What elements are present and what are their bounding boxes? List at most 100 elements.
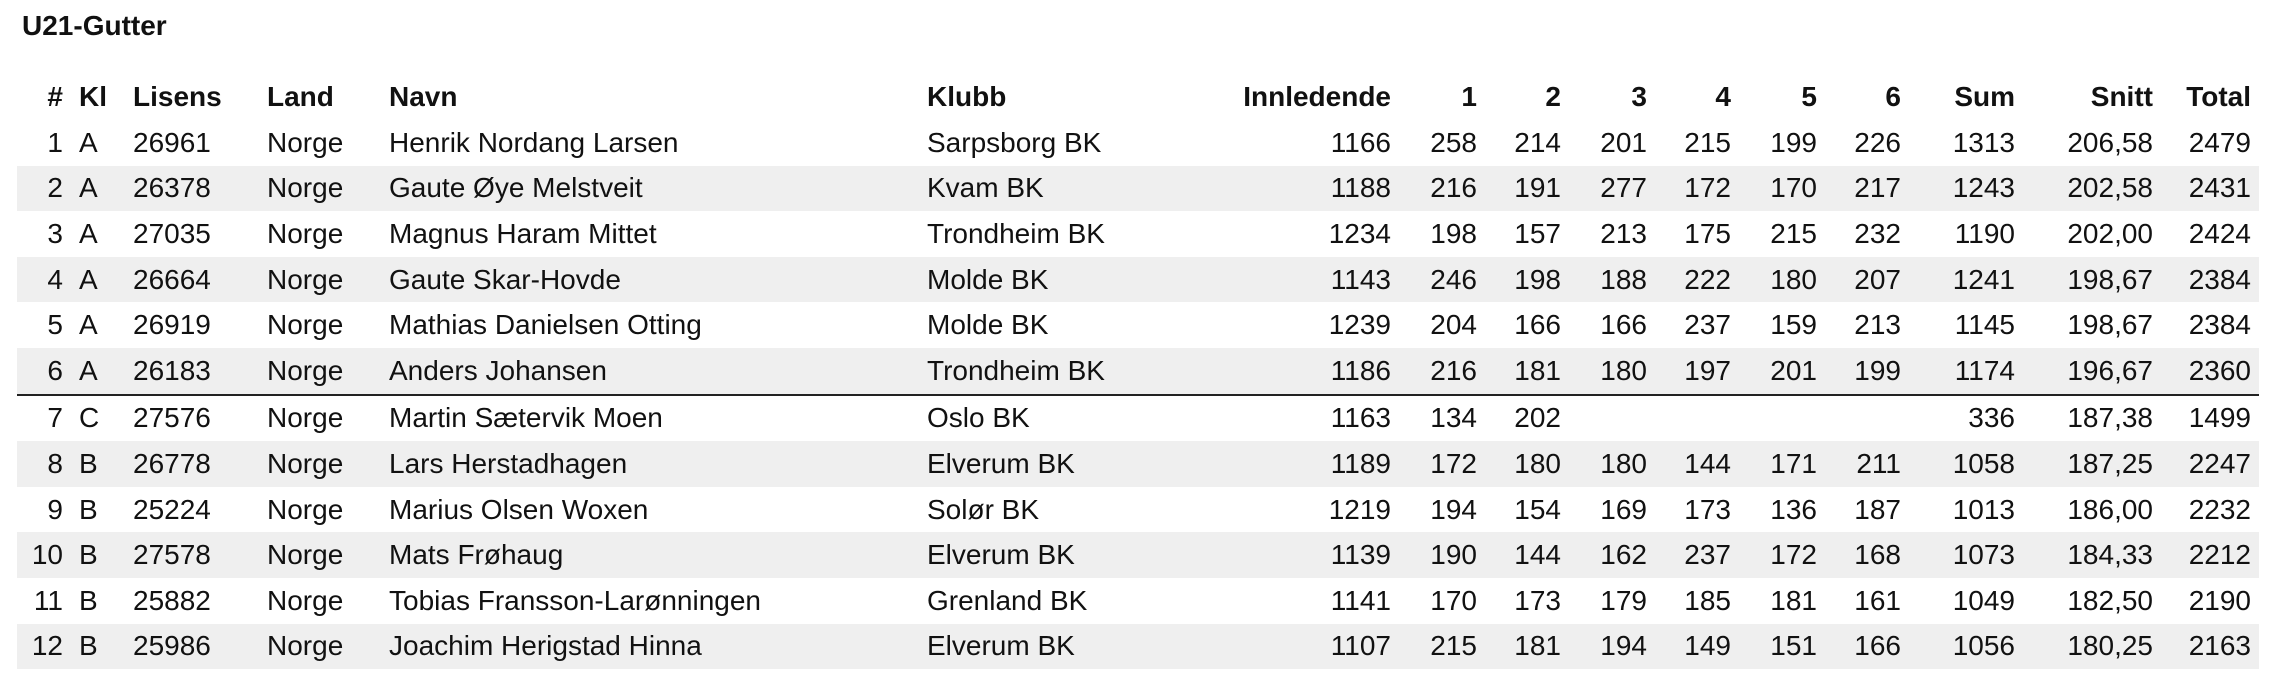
column-header-name: Navn [389, 81, 458, 112]
cell-class: C [71, 393, 125, 442]
cell-name: Gaute Skar-Hovde [381, 256, 919, 303]
cell-license: 27035 [133, 217, 211, 249]
cell-qualifying: 1188 [1183, 165, 1399, 212]
cell-country: Norge [267, 584, 344, 616]
cell-average: 202,00 [2067, 217, 2153, 249]
cell-rank: 10 [17, 532, 71, 578]
cell-game-1: 190 [1399, 532, 1485, 578]
cell-game-1: 198 [1430, 217, 1477, 249]
cell-game-2: 173 [1514, 584, 1561, 616]
cell-class: A [71, 256, 125, 303]
cell-game-6: 187 [1854, 493, 1901, 525]
cell-license: 26919 [133, 309, 211, 341]
cell-rank: 5 [47, 309, 63, 341]
cell-game-1: 194 [1430, 493, 1477, 525]
cell-name: Gaute Øye Melstveit [381, 165, 919, 212]
cell-qualifying: 1107 [1183, 623, 1399, 670]
table-row: 1 A 26961 Norge Henrik Nordang Larsen Sarpsbo… [17, 120, 2259, 166]
cell-club: Elverum BK [919, 623, 1183, 670]
cell-game-6: 213 [1854, 309, 1901, 341]
table-row: 10 B 27578 Norge Mats Frøhaug Elverum BK 1139 1… [17, 532, 2259, 578]
cell-game-3: 169 [1600, 493, 1647, 525]
cell-game-4: 144 [1655, 441, 1739, 487]
cell-total: 2163 [2161, 623, 2259, 670]
table-row: 9 B 25224 Norge Marius Olsen Woxen Solør BK 12… [17, 487, 2259, 533]
cell-qualifying: 1141 [1330, 584, 1391, 616]
cell-class: B [71, 441, 125, 487]
cell-game-5 [1739, 393, 1825, 442]
cell-total: 2212 [2161, 532, 2259, 578]
cell-game-5: 199 [1770, 126, 1817, 158]
cell-average: 187,25 [2023, 441, 2161, 487]
cell-rank: 6 [17, 347, 71, 395]
cell-total: 2384 [2161, 256, 2259, 303]
page-title: U21-Gutter [22, 10, 167, 41]
cell-country: Norge [259, 623, 381, 670]
cell-game-5: 159 [1770, 309, 1817, 341]
cell-game-3: 213 [1600, 217, 1647, 249]
cell-country: Norge [267, 126, 344, 158]
cell-name: Mats Frøhaug [381, 532, 919, 578]
cell-rank: 1 [47, 126, 63, 158]
cell-club: Elverum BK [919, 441, 1183, 487]
table-header-row: # Kl Lisens Land Navn Klubb Innledende 1 2 3 4 5 6 Su… [17, 74, 2259, 120]
cell-average: 180,25 [2023, 623, 2161, 670]
cell-game-2: 166 [1514, 309, 1561, 341]
cell-club: Trondheim BK [919, 347, 1183, 395]
cell-game-4: 237 [1684, 309, 1731, 341]
table-row: 5 A 26919 Norge Mathias Danielsen Otting Mold… [17, 302, 2259, 348]
cell-average: 186,00 [2067, 493, 2153, 525]
cell-game-6: 207 [1825, 256, 1909, 303]
cell-game-5: 151 [1739, 623, 1825, 670]
cell-game-2: 202 [1485, 393, 1569, 442]
table-body: 1 A 26961 Norge Henrik Nordang Larsen Sarpsbo… [17, 120, 2259, 670]
table-row: 7 C 27576 Norge Martin Sætervik Moen Oslo BK 1… [17, 393, 2259, 442]
cell-club: Molde BK [927, 309, 1049, 341]
cell-sum: 1313 [1952, 126, 2015, 158]
cell-qualifying: 1186 [1183, 347, 1399, 395]
cell-game-1: 170 [1430, 584, 1477, 616]
cell-name: Mathias Danielsen Otting [389, 309, 702, 341]
cell-rank: 8 [17, 441, 71, 487]
column-header-game-4: 4 [1715, 81, 1731, 112]
cell-game-5: 172 [1739, 532, 1825, 578]
cell-country: Norge [259, 441, 381, 487]
cell-average: 202,58 [2023, 165, 2161, 212]
cell-sum: 1056 [1909, 623, 2023, 670]
cell-qualifying: 1234 [1328, 217, 1391, 249]
column-header-sum: Sum [1954, 81, 2015, 112]
cell-qualifying: 1219 [1328, 493, 1391, 525]
cell-license: 27578 [125, 532, 259, 578]
cell-game-1: 172 [1399, 441, 1485, 487]
cell-license: 26378 [125, 165, 259, 212]
table-row: 4 A 26664 Norge Gaute Skar-Hovde Molde BK 1143… [17, 256, 2259, 303]
cell-total: 2360 [2161, 347, 2259, 395]
cell-sum: 1241 [1909, 256, 2023, 303]
cell-name: Henrik Nordang Larsen [389, 126, 679, 158]
cell-game-2: 198 [1485, 256, 1569, 303]
cell-average: 196,67 [2023, 347, 2161, 395]
cell-rank: 4 [17, 256, 71, 303]
cell-game-4: 215 [1684, 126, 1731, 158]
cell-sum: 1049 [1952, 584, 2015, 616]
cell-name: Anders Johansen [381, 347, 919, 395]
cell-game-6: 161 [1854, 584, 1901, 616]
column-header-game-3: 3 [1631, 81, 1647, 112]
results-table: # Kl Lisens Land Navn Klubb Innledende 1 2 3 4 5 6 Su… [17, 74, 2259, 670]
cell-game-6: 232 [1854, 217, 1901, 249]
cell-rank: 11 [33, 584, 63, 616]
table-row: 6 A 26183 Norge Anders Johansen Trondheim BK 1… [17, 347, 2259, 395]
cell-name: Tobias Fransson-Larønningen [389, 584, 761, 616]
cell-name: Joachim Herigstad Hinna [381, 623, 919, 670]
cell-game-3: 194 [1569, 623, 1655, 670]
cell-club: Molde BK [919, 256, 1183, 303]
cell-class: A [79, 126, 98, 158]
cell-game-3 [1569, 393, 1655, 442]
cell-game-5: 181 [1770, 584, 1817, 616]
cell-name: Magnus Haram Mittet [389, 217, 657, 249]
cell-qualifying: 1166 [1330, 126, 1391, 158]
cell-club: Sarpsborg BK [927, 126, 1102, 158]
cell-name: Martin Sætervik Moen [381, 393, 919, 442]
column-header-average: Snitt [2090, 81, 2153, 112]
cell-game-4: 185 [1684, 584, 1731, 616]
